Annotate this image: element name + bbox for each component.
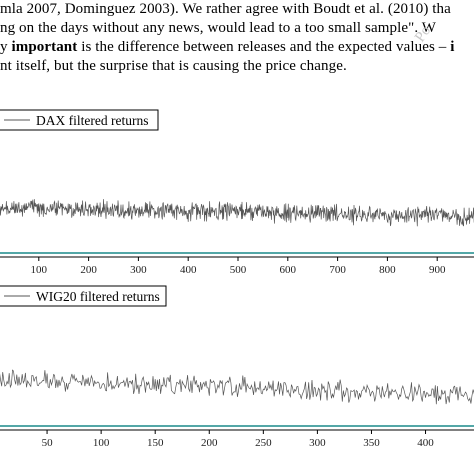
dax-x-ticks: 100 200 300 400 500 600 700 800 900 — [31, 257, 446, 276]
dax-line — [0, 199, 474, 227]
wig20-line — [0, 369, 474, 405]
bold-emphasis: important — [11, 39, 78, 55]
x-tick-label: 200 — [201, 437, 218, 449]
x-tick-label: 150 — [147, 437, 164, 449]
x-tick-label: 700 — [329, 264, 346, 276]
x-tick-label: 600 — [280, 264, 297, 276]
text-line-2: ng on the days without any news, would l… — [0, 20, 437, 36]
dax-chart: DAX filtered returns 100 200 300 400 500 600 7… — [0, 109, 474, 276]
wig20-x-ticks: 50 100 150 200 250 300 350 400 — [42, 430, 434, 449]
wig20-legend-label: WIG20 filtered returns — [36, 289, 160, 304]
x-tick-label: 50 — [42, 437, 54, 449]
text-line-1: mla 2007, Dominguez 2003). We rather agr… — [0, 1, 451, 17]
x-tick-label: 300 — [309, 437, 326, 449]
dax-series — [0, 199, 474, 227]
x-tick-label: 100 — [31, 264, 48, 276]
wig20-chart: WIG20 filtered returns 50 100 150 200 250 300… — [0, 285, 474, 449]
text-line-3: y important is the difference between re… — [0, 39, 455, 55]
dax-legend-label: DAX filtered returns — [36, 113, 148, 128]
wig20-legend-box — [0, 285, 167, 307]
x-tick-label: 200 — [80, 264, 97, 276]
x-tick-label: 350 — [363, 437, 380, 449]
x-tick-label: 100 — [93, 437, 110, 449]
dax-legend-box — [0, 109, 159, 131]
x-tick-label: 900 — [429, 264, 446, 276]
x-tick-label: 800 — [379, 264, 396, 276]
x-tick-label: 400 — [180, 264, 197, 276]
x-tick-label: 300 — [130, 264, 147, 276]
bold-emphasis: i — [450, 39, 455, 55]
x-tick-label: 400 — [417, 437, 434, 449]
x-tick-label: 500 — [230, 264, 247, 276]
text-line-4: nt itself, but the surprise that is caus… — [0, 58, 347, 74]
wig20-series — [0, 369, 474, 405]
x-tick-label: 250 — [255, 437, 272, 449]
